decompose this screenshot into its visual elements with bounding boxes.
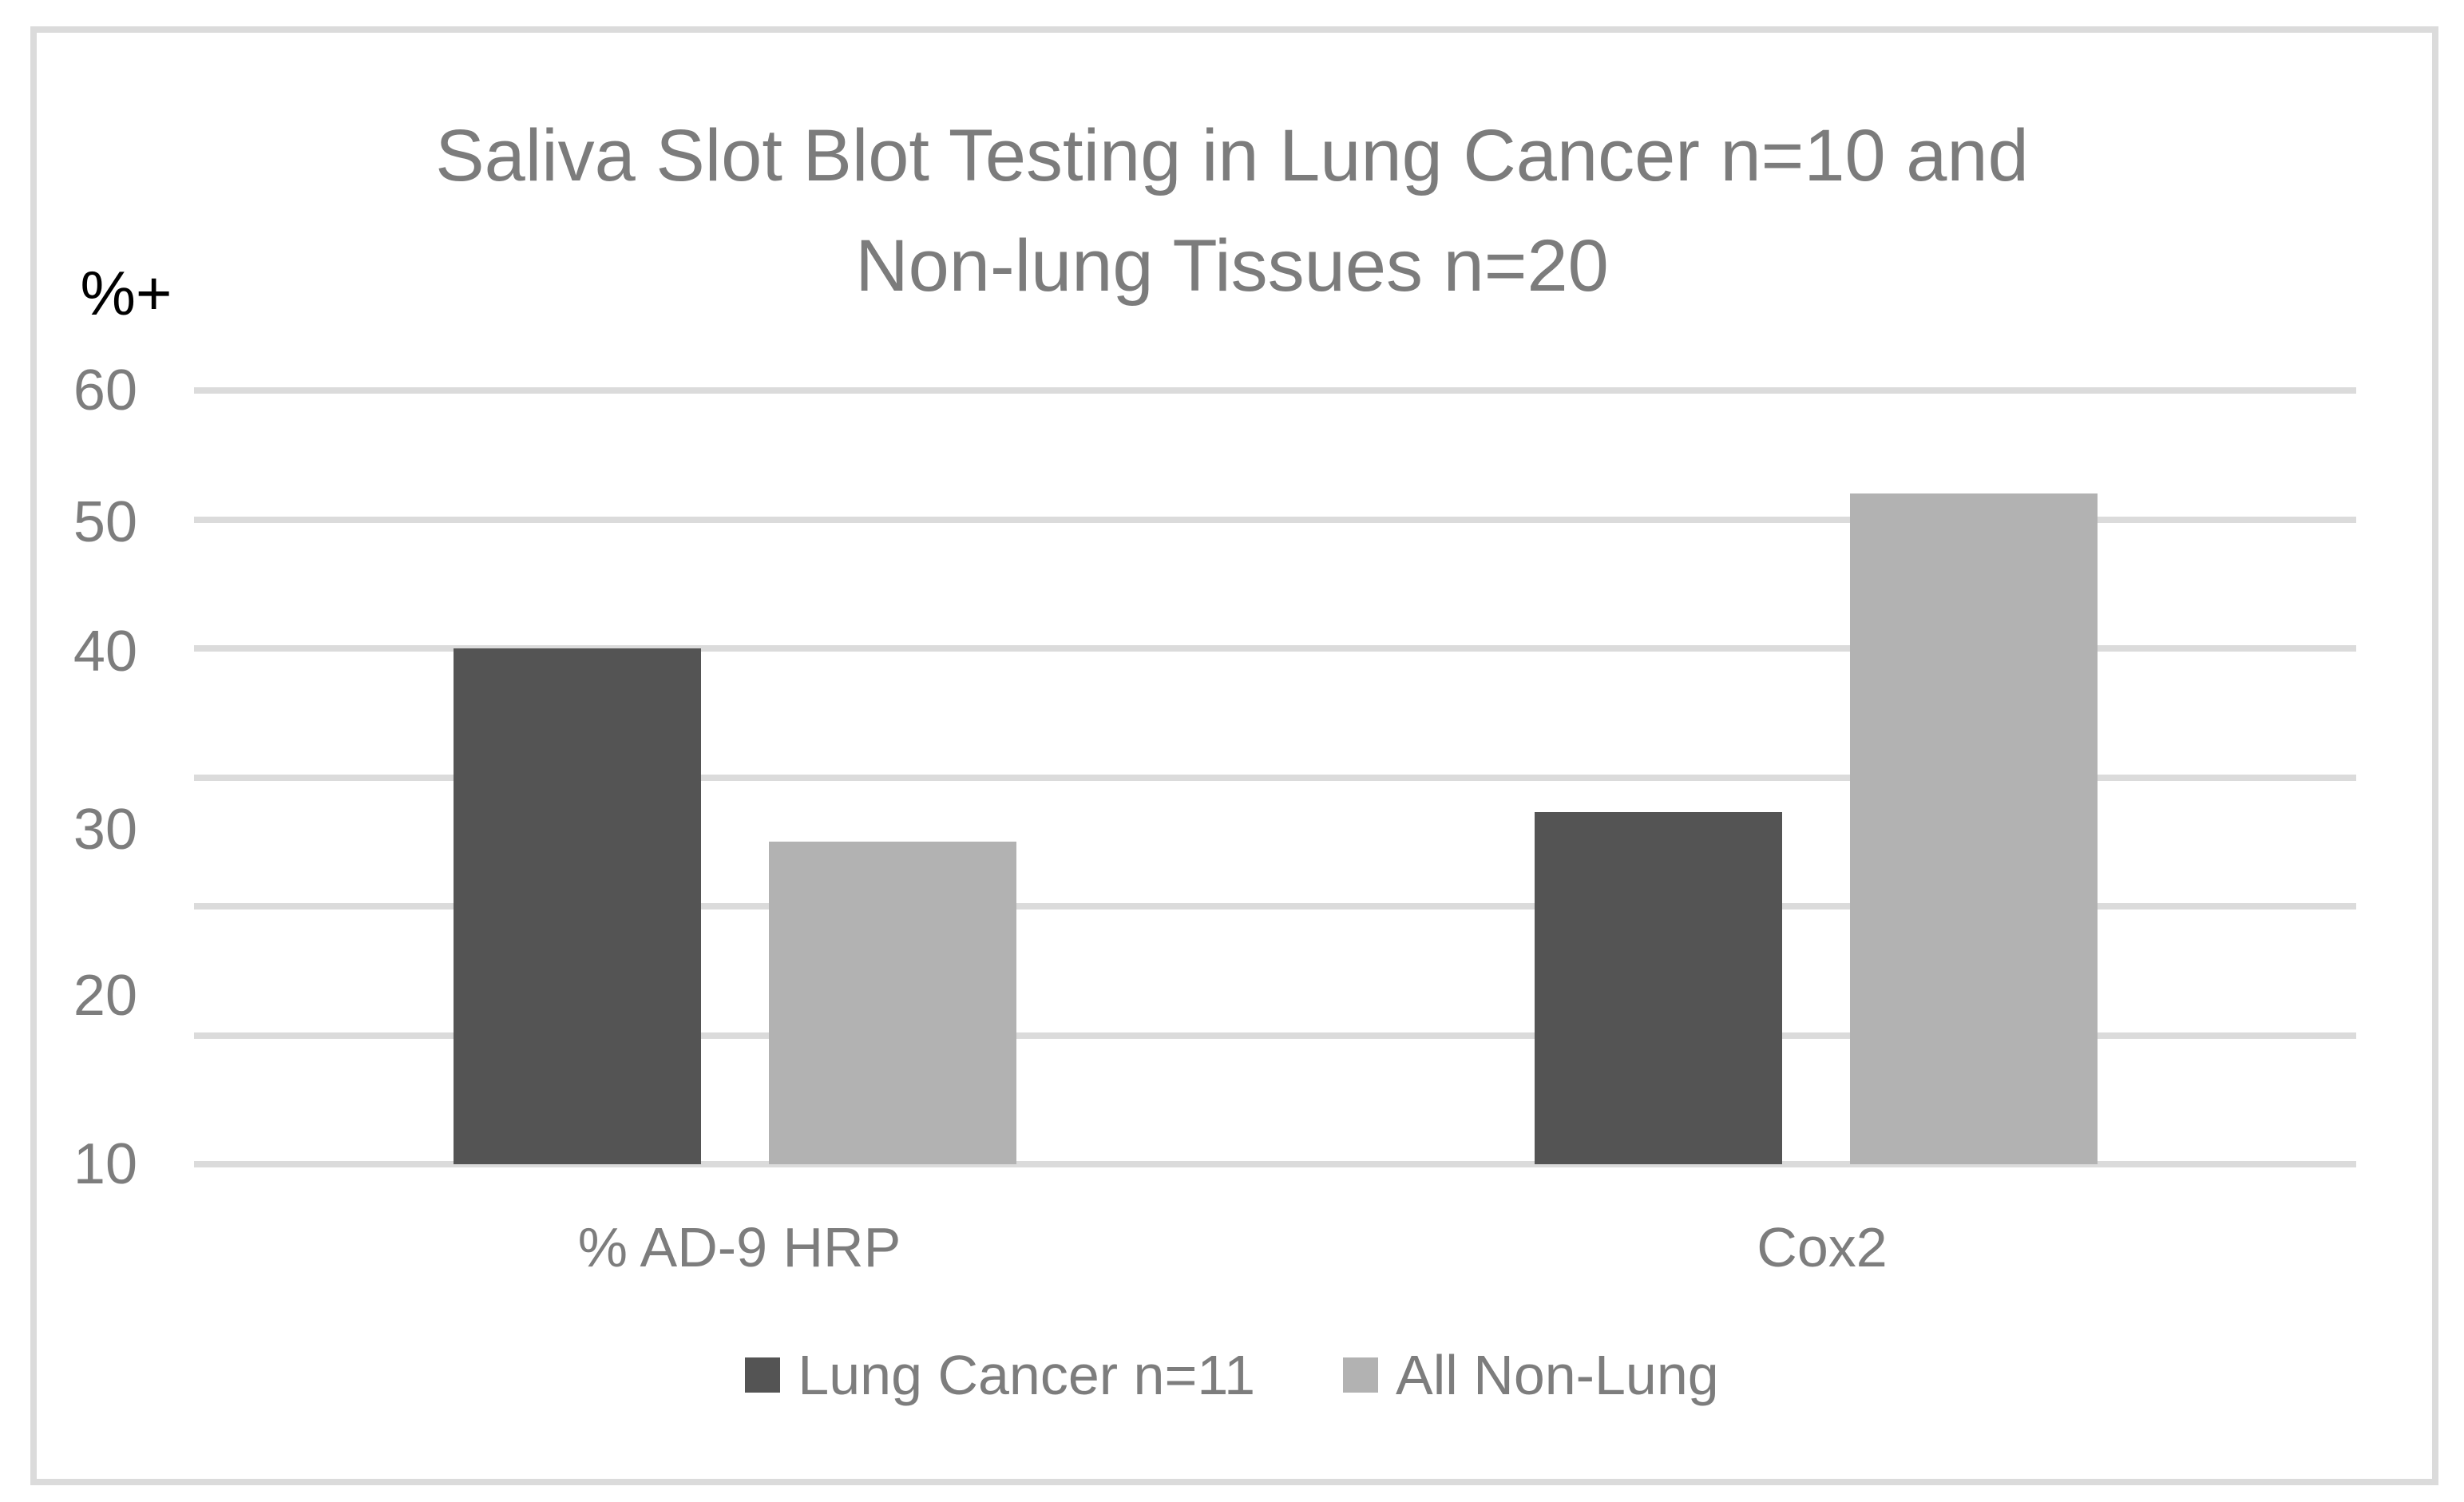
category-label-ad9-hrp: % AD-9 HRP [577, 1216, 901, 1278]
y-axis-tick-label: 60 [73, 359, 137, 422]
bar-cox2-all-non-lung [1849, 493, 2098, 1164]
chart-title-line-1: Saliva Slot Blot Testing in Lung Cancer … [435, 115, 2029, 196]
gridline [194, 516, 2356, 523]
legend-swatch-icon [745, 1357, 781, 1393]
legend-label: Lung Cancer n=11 [798, 1344, 1256, 1406]
legend-item-lung-cancer-n-11: Lung Cancer n=11 [745, 1345, 1255, 1405]
y-axis-unit-label: %+ [80, 258, 172, 328]
gridline [194, 774, 2356, 781]
bar-cox2-lung-cancer-n-11 [1534, 812, 1782, 1164]
legend: Lung Cancer n=11 All Non-Lung [0, 1345, 2464, 1405]
category-label-cox2: Cox2 [1757, 1216, 1888, 1278]
chart-title: Saliva Slot Blot Testing in Lung Cancer … [0, 101, 2464, 321]
chart-title-line-2: Non-lung Tissues n=20 [855, 225, 1609, 307]
bar-ad-9-hrp-all-non-lung [768, 842, 1016, 1164]
y-axis-tick-label: 20 [73, 963, 137, 1028]
gridline [194, 903, 2356, 910]
legend-item-all-non-lung: All Non-Lung [1343, 1345, 1719, 1405]
gridline [194, 387, 2356, 394]
plot-area [194, 387, 2356, 1167]
legend-label: All Non-Lung [1396, 1344, 1719, 1406]
gridline [194, 1161, 2356, 1167]
gridline [194, 1032, 2356, 1039]
y-axis-tick-label: 30 [73, 798, 137, 862]
y-axis-tick-label: 10 [73, 1132, 137, 1196]
gridline [194, 645, 2356, 652]
y-axis-tick-label: 40 [73, 619, 137, 684]
y-axis-tick-label: 50 [73, 489, 137, 554]
bar-ad-9-hrp-lung-cancer-n-11 [453, 648, 701, 1164]
figure-border [30, 26, 2438, 1485]
legend-swatch-icon [1343, 1357, 1379, 1393]
